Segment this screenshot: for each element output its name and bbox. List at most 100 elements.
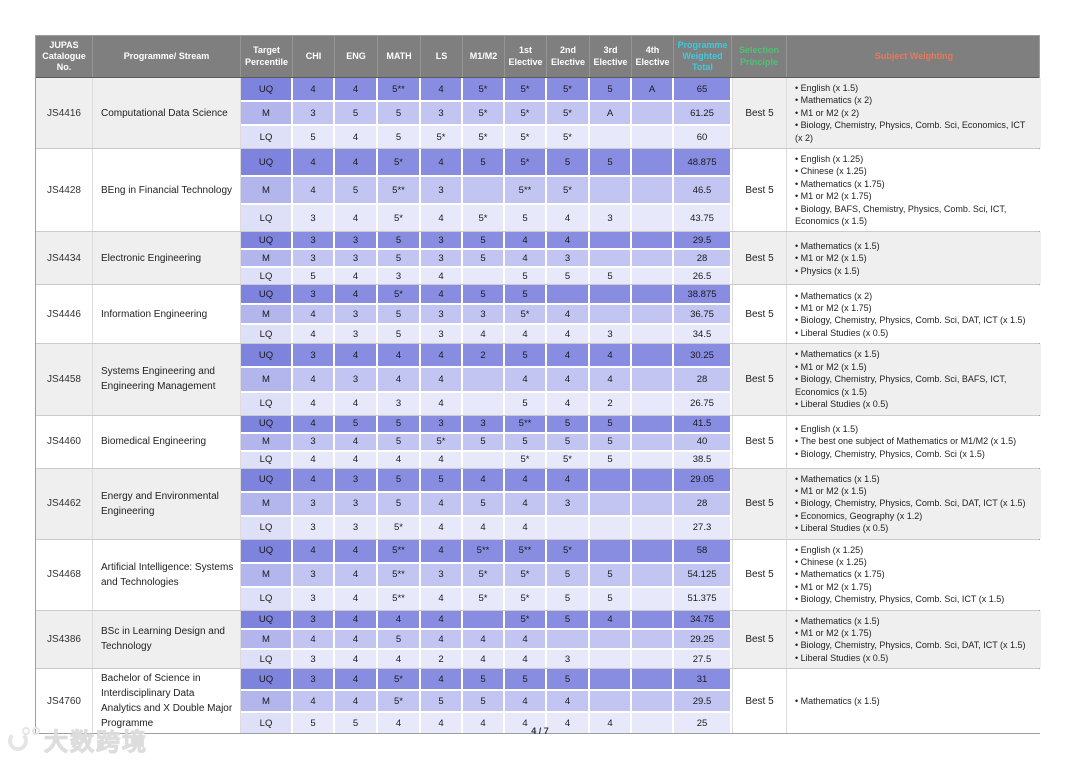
score-cell: 3 bbox=[335, 516, 378, 539]
score-cell: 5* bbox=[463, 205, 505, 232]
weighting-item: Mathematics (x 2) bbox=[795, 290, 1035, 302]
selection-principle: Best 5 bbox=[732, 539, 787, 610]
score-cell: 4 bbox=[421, 713, 463, 734]
score-cell bbox=[632, 492, 674, 515]
score-cell: 4 bbox=[421, 392, 463, 415]
weighting-item: Biology, Chemistry, Physics, Comb. Sci, … bbox=[795, 314, 1035, 326]
score-cell: 3 bbox=[421, 102, 463, 125]
percentile-row-m: M 4 4 5* 5 5 4 4 29.5 bbox=[241, 689, 732, 712]
percentile-row-m: M 3 3 5 3 5 4 3 28 bbox=[241, 248, 732, 267]
score-cell: 3 bbox=[293, 250, 335, 267]
programme-name: Electronic Engineering bbox=[93, 232, 241, 285]
score-bands: UQ 3 3 5 3 5 4 4 29.5 M 3 3 5 3 5 4 3 28 LQ 5 4 3 4 5 5 5 26.5 bbox=[241, 232, 732, 285]
score-cell: 4 bbox=[547, 392, 590, 415]
score-cell: 5 bbox=[590, 415, 632, 432]
percentile-row-lq: LQ 3 4 4 2 4 4 3 27.5 bbox=[241, 648, 732, 669]
percentile-row-m: M 4 4 5 4 4 4 29.25 bbox=[241, 628, 732, 649]
score-cell: 4 bbox=[505, 232, 547, 249]
score-cell: 3 bbox=[293, 433, 335, 450]
score-cell: 4 bbox=[505, 250, 547, 267]
score-cell: 5* bbox=[505, 126, 547, 149]
programme-code: JS4760 bbox=[36, 669, 93, 734]
programme-name: Biomedical Engineering bbox=[93, 415, 241, 468]
score-cell: 3 bbox=[590, 205, 632, 232]
score-cell: 5 bbox=[547, 669, 590, 690]
score-cell: 5* bbox=[505, 149, 547, 176]
score-cell: 3 bbox=[335, 368, 378, 391]
score-cell: 4 bbox=[463, 650, 505, 669]
score-cell bbox=[632, 587, 674, 610]
percentile-row-uq: UQ 3 4 4 4 5* 5 4 34.75 bbox=[241, 610, 732, 629]
weighted-total: 31 bbox=[674, 669, 732, 690]
header-4th-elective: 4th Elective bbox=[632, 36, 674, 77]
percentile-label: UQ bbox=[241, 669, 293, 690]
score-cell: 5* bbox=[378, 285, 421, 304]
score-cell: 5 bbox=[547, 563, 590, 586]
subject-weighting: English (x 1.5)The best one subject of M… bbox=[787, 415, 1041, 468]
score-cell bbox=[632, 713, 674, 734]
score-cell: 5* bbox=[463, 587, 505, 610]
score-cell: 5* bbox=[505, 102, 547, 125]
score-cell: 4 bbox=[335, 539, 378, 562]
score-cell: 3 bbox=[293, 669, 335, 690]
percentile-row-lq: LQ 3 3 5* 4 4 4 27.3 bbox=[241, 514, 732, 539]
score-cell: 4 bbox=[547, 305, 590, 324]
score-cell: 3 bbox=[293, 285, 335, 304]
score-cell bbox=[547, 516, 590, 539]
score-cell bbox=[463, 451, 505, 468]
score-cell: 5 bbox=[378, 126, 421, 149]
score-cell: 4 bbox=[335, 149, 378, 176]
weighting-item: Biology, Chemistry, Physics, Comb. Sci, … bbox=[795, 593, 1035, 605]
weighting-item: M1 or M2 (x 1.75) bbox=[795, 302, 1035, 314]
programme-group: JS4416 Computational Data Science UQ 4 4 5** 4… bbox=[36, 78, 1041, 149]
score-cell: 3 bbox=[293, 650, 335, 669]
score-cell: A bbox=[590, 102, 632, 125]
score-cell bbox=[632, 344, 674, 367]
score-cell: 5** bbox=[505, 177, 547, 204]
weighting-item: Liberal Studies (x 0.5) bbox=[795, 522, 1035, 534]
score-cell: 5 bbox=[378, 468, 421, 491]
percentile-row-m: M 3 5 5 3 5* 5* 5* A 61.25 bbox=[241, 100, 732, 125]
score-cell bbox=[632, 610, 674, 629]
subject-weighting: Mathematics (x 2)M1 or M2 (x 1.75)Biolog… bbox=[787, 285, 1041, 344]
score-cell: 5 bbox=[463, 492, 505, 515]
score-cell: 4 bbox=[421, 669, 463, 690]
percentile-row-uq: UQ 4 3 5 5 4 4 4 29.05 bbox=[241, 468, 732, 491]
score-cell: 4 bbox=[378, 344, 421, 367]
weighting-item: Physics (x 1.5) bbox=[795, 265, 1035, 277]
score-cell: 5* bbox=[505, 563, 547, 586]
header-m1m2: M1/M2 bbox=[463, 36, 505, 77]
score-cell: 4 bbox=[547, 713, 590, 734]
score-cell: 4 bbox=[505, 325, 547, 344]
score-cell: 5 bbox=[335, 415, 378, 432]
selection-principle: Best 5 bbox=[732, 415, 787, 468]
score-cell: 4 bbox=[421, 149, 463, 176]
score-bands: UQ 4 4 5** 4 5* 5* 5* 5 A 65 M 3 5 5 3 5* 5* 5* A 61.25 LQ 5 4 5… bbox=[241, 78, 732, 149]
score-cell: 4 bbox=[378, 368, 421, 391]
score-cell: 5* bbox=[505, 78, 547, 101]
score-cell: 4 bbox=[505, 630, 547, 649]
weighted-total: 25 bbox=[674, 713, 732, 734]
weighted-total: 30.25 bbox=[674, 344, 732, 367]
weighted-total: 43.75 bbox=[674, 205, 732, 232]
score-cell bbox=[632, 205, 674, 232]
score-cell bbox=[590, 468, 632, 491]
score-cell: 4 bbox=[421, 451, 463, 468]
score-cell: 5 bbox=[547, 587, 590, 610]
score-cell: 5 bbox=[293, 126, 335, 149]
percentile-label: LQ bbox=[241, 126, 293, 149]
header-ls: LS bbox=[421, 36, 463, 77]
score-cell: 4 bbox=[421, 587, 463, 610]
weighting-item: Biology, Chemistry, Physics, Comb. Sci, … bbox=[795, 373, 1035, 398]
score-cell: 4 bbox=[293, 539, 335, 562]
weighted-total: 28 bbox=[674, 492, 732, 515]
weighting-item: M1 or M2 (x 2) bbox=[795, 107, 1035, 119]
score-cell bbox=[632, 368, 674, 391]
score-cell: 5 bbox=[590, 268, 632, 285]
score-cell: 4 bbox=[505, 650, 547, 669]
weighted-total: 65 bbox=[674, 78, 732, 101]
header-programme-stream: Programme/ Stream bbox=[93, 36, 241, 77]
score-cell: 5 bbox=[421, 468, 463, 491]
percentile-label: UQ bbox=[241, 468, 293, 491]
score-cell: 4 bbox=[505, 691, 547, 712]
